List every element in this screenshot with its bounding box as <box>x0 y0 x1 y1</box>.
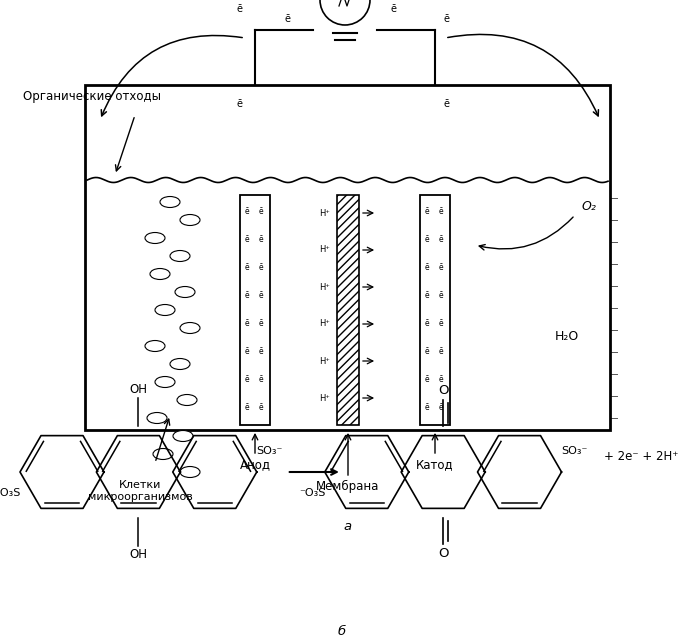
Text: ē: ē <box>245 291 249 300</box>
Ellipse shape <box>153 449 173 460</box>
Ellipse shape <box>180 322 200 333</box>
Text: OH: OH <box>129 548 147 561</box>
Text: O: O <box>438 547 449 560</box>
Bar <box>337 195 359 425</box>
Text: H⁺: H⁺ <box>319 394 330 403</box>
Text: ē: ē <box>425 375 430 384</box>
Text: ē: ē <box>425 319 430 328</box>
Text: ē: ē <box>259 319 263 328</box>
Text: ē: ē <box>259 375 263 384</box>
Text: ē: ē <box>438 347 443 356</box>
Text: H⁺: H⁺ <box>319 246 330 254</box>
Text: ē: ē <box>438 403 443 412</box>
Text: ē: ē <box>390 4 396 14</box>
Text: SO₃⁻: SO₃⁻ <box>256 446 282 456</box>
Text: Мембрана: Мембрана <box>316 480 380 493</box>
Text: ē: ē <box>245 263 249 272</box>
Ellipse shape <box>180 467 200 478</box>
Text: б: б <box>338 625 346 638</box>
Text: H⁺: H⁺ <box>319 356 330 365</box>
Text: ē: ē <box>443 14 449 24</box>
Text: ē: ē <box>425 235 430 244</box>
Text: ē: ē <box>425 291 430 300</box>
Text: O: O <box>438 384 449 397</box>
Text: ē: ē <box>425 347 430 356</box>
Text: ⁻O₃S: ⁻O₃S <box>0 488 21 498</box>
Text: H⁺: H⁺ <box>319 319 330 328</box>
Ellipse shape <box>147 413 167 424</box>
Text: ē: ē <box>245 403 249 412</box>
Ellipse shape <box>160 197 180 208</box>
Text: а: а <box>344 520 352 533</box>
Text: Анод: Анод <box>239 458 270 471</box>
Text: ē: ē <box>245 347 249 356</box>
Text: ē: ē <box>259 347 263 356</box>
Ellipse shape <box>173 431 193 442</box>
Text: H⁺: H⁺ <box>319 208 330 217</box>
Text: SO₃⁻: SO₃⁻ <box>561 446 588 456</box>
Ellipse shape <box>150 269 170 279</box>
Text: ē: ē <box>438 207 443 216</box>
Circle shape <box>320 0 370 25</box>
Text: Катод: Катод <box>416 458 453 471</box>
Text: ē: ē <box>245 319 249 328</box>
Ellipse shape <box>170 358 190 369</box>
Text: ē: ē <box>425 403 430 412</box>
Bar <box>420 195 450 425</box>
Text: Клетки
микроорганизмов: Клетки микроорганизмов <box>88 480 192 502</box>
Text: ē: ē <box>438 291 443 300</box>
Text: ē: ē <box>259 291 263 300</box>
Ellipse shape <box>180 215 200 226</box>
Text: ē: ē <box>245 207 249 216</box>
Text: Органические отходы: Органические отходы <box>23 90 161 103</box>
Text: H⁺: H⁺ <box>319 283 330 292</box>
Text: ⁻O₃S: ⁻O₃S <box>299 488 326 498</box>
Bar <box>240 195 270 425</box>
Ellipse shape <box>175 287 195 297</box>
Ellipse shape <box>155 376 175 388</box>
Text: ē: ē <box>259 403 263 412</box>
Text: ē: ē <box>259 263 263 272</box>
Text: ē: ē <box>443 99 449 109</box>
Text: + 2e⁻ + 2H⁺: + 2e⁻ + 2H⁺ <box>603 451 678 463</box>
Text: OH: OH <box>129 383 147 396</box>
Ellipse shape <box>177 394 197 406</box>
Text: ē: ē <box>237 99 243 109</box>
Ellipse shape <box>145 233 165 244</box>
Text: ē: ē <box>259 207 263 216</box>
Ellipse shape <box>170 251 190 262</box>
Text: ē: ē <box>245 235 249 244</box>
Text: ē: ē <box>438 319 443 328</box>
Bar <box>85 85 610 430</box>
Text: ē: ē <box>438 235 443 244</box>
Ellipse shape <box>155 304 175 315</box>
Text: ē: ē <box>245 375 249 384</box>
Text: ē: ē <box>285 14 291 24</box>
Text: ē: ē <box>425 207 430 216</box>
Text: ē: ē <box>425 263 430 272</box>
Text: ē: ē <box>438 375 443 384</box>
Text: ē: ē <box>237 4 243 14</box>
Text: ē: ē <box>259 235 263 244</box>
Text: ē: ē <box>438 263 443 272</box>
Text: H₂O: H₂O <box>555 330 579 343</box>
Text: O₂: O₂ <box>582 200 597 213</box>
Ellipse shape <box>145 340 165 351</box>
